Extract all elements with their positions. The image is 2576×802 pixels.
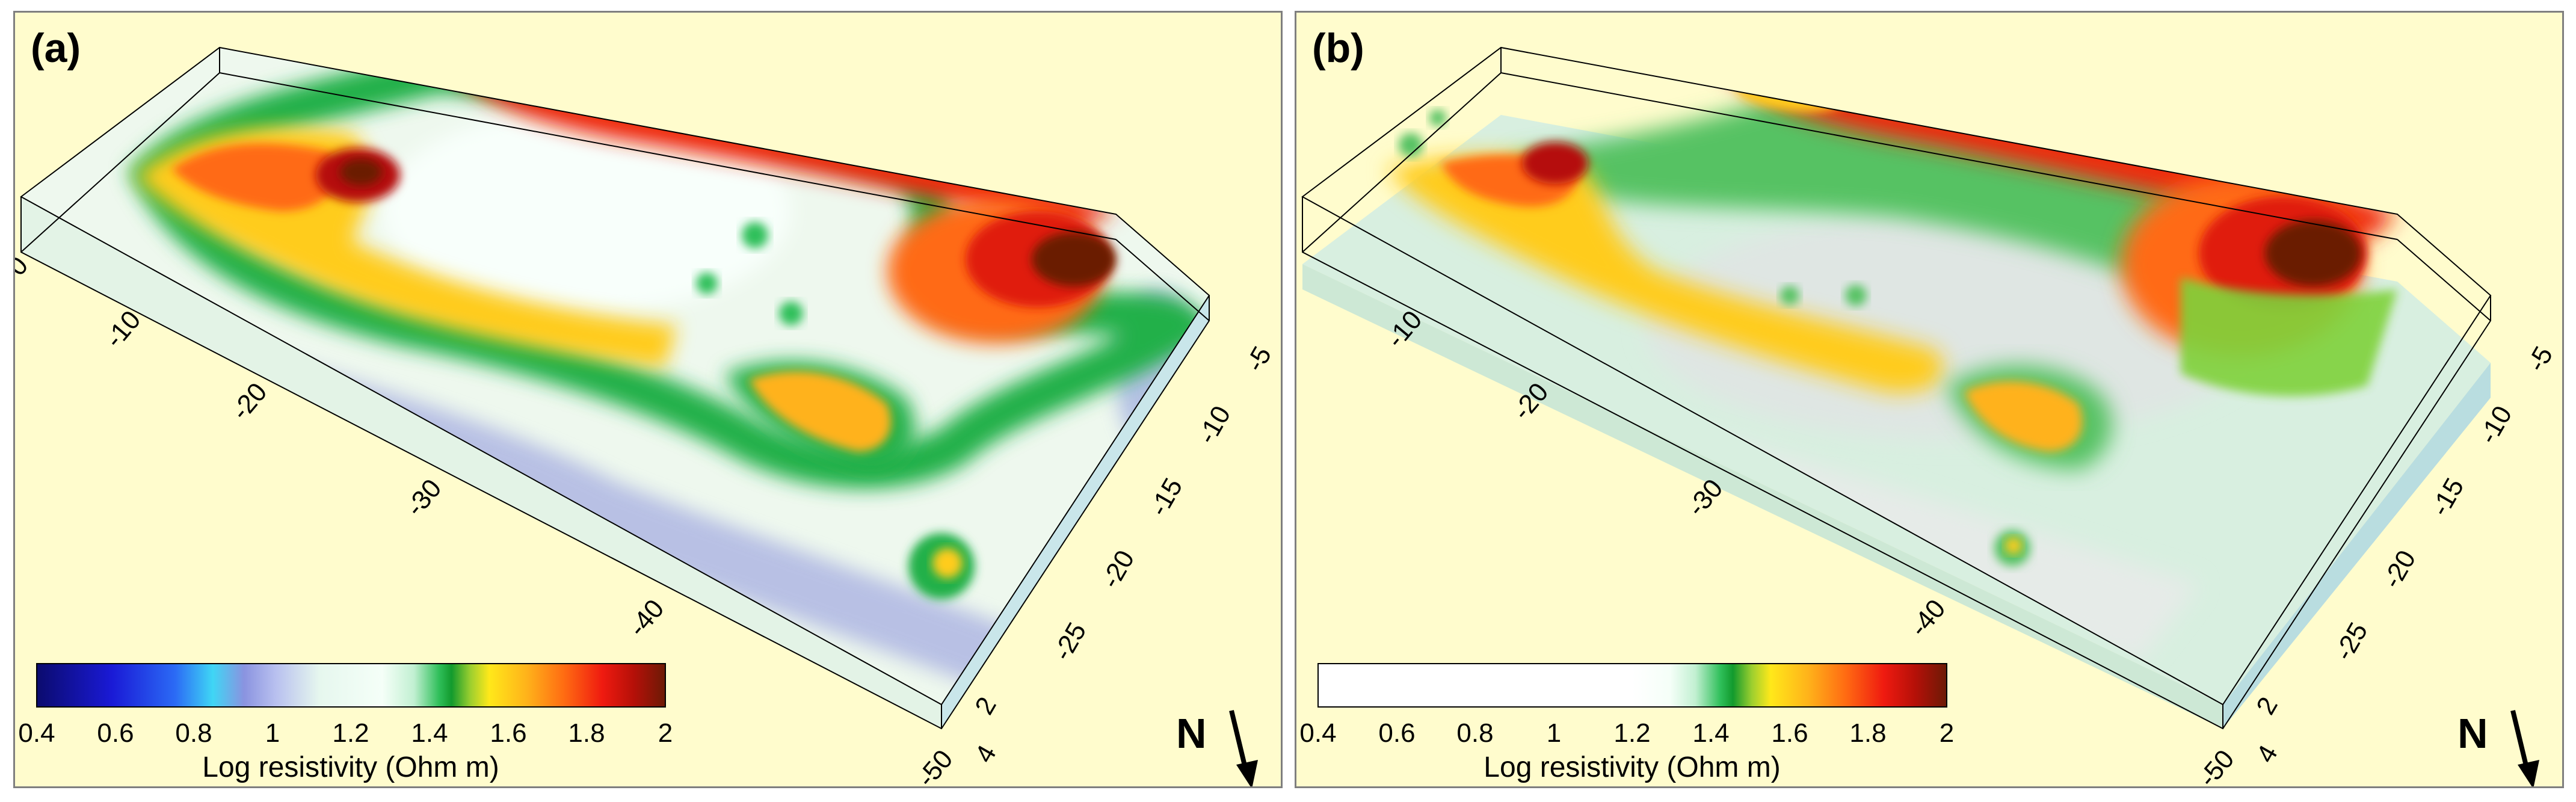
colorbar: 0.4 0.6 0.8 1 1.2 1.4 1.6 1.8 2 Log resi… [1299,663,1954,783]
colorbar-tick: 0.6 [1378,718,1415,748]
north-label: N [2457,710,2488,757]
model-side-face [2223,363,2491,729]
colorbar-gradient [36,663,666,708]
colorbar-tick: 0.4 [1299,718,1336,748]
depth-axis: 2 4 [969,692,1002,768]
left-axis-tick: -50 [2193,744,2240,788]
colorbar-tick: 2 [1940,718,1954,748]
colorbar-tick: 0.8 [1456,718,1493,748]
right-axis-tick: -5 [2521,342,2559,377]
north-arrow: N [1176,710,1258,786]
north-label: N [1176,710,1207,757]
right-axis-tick: -10 [1192,401,1236,449]
right-axis-tick: -20 [2377,545,2421,593]
left-axis-tick: -20 [226,377,273,425]
model-front-face [1302,264,2223,729]
colorbar-tick: 0.6 [97,718,134,748]
depth-tick: 4 [2251,740,2284,768]
colorbar-title: Log resistivity (Ohm m) [202,751,499,783]
colorbar-tick: 1.6 [490,718,526,748]
right-axis-tick: -15 [1144,473,1188,521]
colorbar-tick: 1 [265,718,280,748]
colorbar-tick: 1.2 [332,718,369,748]
left-axis-tick: -30 [400,473,447,522]
right-axis-tick: -25 [2329,617,2373,665]
left-axis-tick: -50 [911,744,958,788]
right-axis-tick: -5 [1240,342,1277,377]
resistivity-model-3d: -10 -20 -30 -40 -50 -5 -10 -15 -20 -25 2… [1299,46,2559,788]
left-axis-tick: -40 [1904,594,1951,642]
colorbar-tick: 1.2 [1613,718,1650,748]
model-bounding-box [1301,46,2492,730]
right-axis-tick: -20 [1095,545,1140,593]
colorbar: 0.4 0.6 0.8 1 1.2 1.4 1.6 1.8 2 Log resi… [18,663,673,783]
colorbar-tick: 1.4 [411,718,448,748]
depth-tick: 2 [969,692,1002,720]
colorbar-tick: 1.6 [1771,718,1808,748]
model-side-face [941,295,1209,729]
model-front-face [21,197,941,729]
depth-axis: 2 4 [2251,692,2284,768]
colorbar-tick: 2 [658,718,673,748]
north-arrow: N [2457,710,2539,786]
right-axis-tick: -15 [2425,473,2470,521]
panel-label: (a) [31,25,81,71]
colorbar-gradient [1317,663,1947,708]
colorbar-tick: 1 [1547,718,1561,748]
panel-a: (a) [13,11,1283,788]
colorbar-tick: 1.8 [1849,718,1886,748]
colorbar-title: Log resistivity (Ohm m) [1484,751,1780,783]
depth-tick: 2 [2251,692,2284,720]
colorbar-tick: 0.4 [18,718,55,748]
panel-label: (b) [1312,25,1364,71]
model-bounding-box [20,46,1210,730]
resistivity-model-3d: 0 -10 -20 -30 -40 -50 -5 -10 -15 -20 -25… [15,46,1277,788]
colorbar-tick: 1.8 [568,718,605,748]
colorbar-tick: 0.8 [175,718,212,748]
panel-b: (b) [1295,11,2564,788]
left-axis-tick: -40 [623,594,670,642]
depth-tick: 4 [969,740,1002,768]
colorbar-tick: 1.4 [1692,718,1729,748]
right-axis-tick: -25 [1047,617,1092,665]
